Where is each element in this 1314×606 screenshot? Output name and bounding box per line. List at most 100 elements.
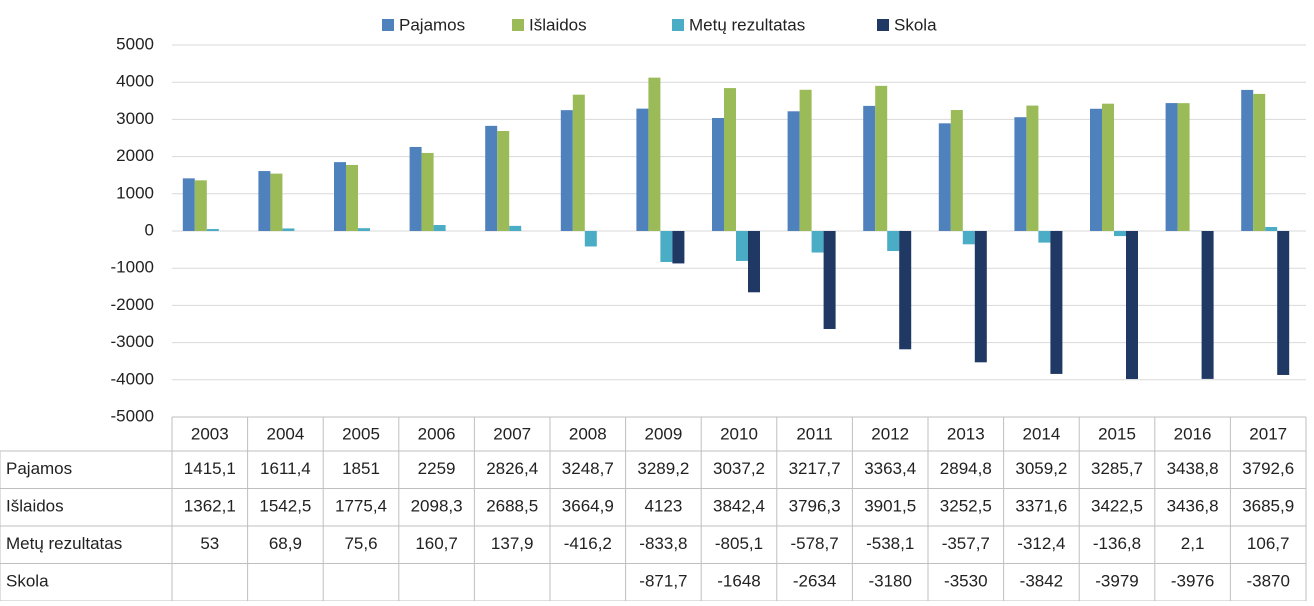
bar (1178, 103, 1190, 231)
bar (748, 231, 760, 292)
table-value: 2098,3 (411, 497, 463, 516)
legend-swatch (877, 19, 889, 31)
table-value: 1542,5 (259, 497, 311, 516)
x-tick-label: 2012 (871, 424, 909, 443)
table-value: 3248,7 (562, 459, 614, 478)
table-value: -538,1 (866, 534, 914, 553)
table-row-label: Metų rezultatas (6, 534, 122, 553)
table-value: 2826,4 (486, 459, 538, 478)
table-value: 3363,4 (864, 459, 916, 478)
bar (282, 228, 294, 231)
bar (1014, 117, 1026, 231)
table-value: 137,9 (491, 534, 534, 553)
table-value: 68,9 (269, 534, 302, 553)
y-tick-label: 4000 (116, 72, 154, 91)
bar (183, 178, 195, 231)
bar (951, 110, 963, 231)
table-value: -357,7 (942, 534, 990, 553)
x-tick-label: 2010 (720, 424, 758, 443)
bar (509, 226, 521, 231)
table-value: 3422,5 (1091, 497, 1143, 516)
table-value: -416,2 (564, 534, 612, 553)
table-value: 1611,4 (260, 459, 311, 478)
bar (270, 174, 282, 231)
bar (585, 231, 597, 246)
x-tick-label: 2007 (493, 424, 531, 443)
bar (485, 126, 497, 231)
bar (812, 231, 824, 253)
bar (724, 88, 736, 231)
bar (1253, 94, 1265, 231)
bar (672, 231, 684, 263)
x-tick-label: 2009 (644, 424, 682, 443)
bar (1265, 227, 1277, 231)
x-tick-label: 2017 (1249, 424, 1287, 443)
bar (561, 110, 573, 231)
table-value: 3059,2 (1015, 459, 1067, 478)
y-tick-label: -4000 (111, 369, 154, 388)
table-value: 2688,5 (486, 497, 538, 516)
table-value: 160,7 (415, 534, 458, 553)
bar (975, 231, 987, 362)
bar (875, 86, 887, 231)
legend-swatch (672, 19, 684, 31)
x-tick-label: 2008 (569, 424, 607, 443)
x-tick-label: 2003 (191, 424, 229, 443)
table-value: -312,4 (1017, 534, 1065, 553)
table-value: 3037,2 (713, 459, 765, 478)
table-value: -833,8 (639, 534, 687, 553)
table-value: 2894,8 (940, 459, 992, 478)
table-value: 3285,7 (1091, 459, 1143, 478)
table-value: 2259 (418, 459, 456, 478)
bar (1241, 90, 1253, 231)
table-value: -3842 (1020, 572, 1063, 591)
bar (788, 111, 800, 231)
bar (800, 90, 812, 231)
table-value: 3664,9 (562, 497, 614, 516)
bar (334, 162, 346, 231)
x-tick-label: 2016 (1174, 424, 1212, 443)
table-value: -578,7 (790, 534, 838, 553)
table-value: -1648 (717, 572, 760, 591)
table-value: 53 (200, 534, 219, 553)
table-row-label: Išlaidos (6, 497, 64, 516)
bar (712, 118, 724, 231)
table-value: 1362,1 (184, 497, 236, 516)
table-value: 3901,5 (864, 497, 916, 516)
bar (1102, 104, 1114, 231)
table-value: 3796,3 (789, 497, 841, 516)
bar (258, 171, 270, 231)
bar (195, 180, 207, 231)
bar (636, 109, 648, 231)
table-value: -136,8 (1093, 534, 1141, 553)
y-tick-label: 0 (145, 220, 154, 239)
table-value: 1415,1 (184, 459, 236, 478)
bar (939, 123, 951, 231)
table-value: 3685,9 (1242, 497, 1294, 516)
table-row-label: Pajamos (6, 459, 72, 478)
bar (1026, 106, 1038, 231)
table-value: 1775,4 (335, 497, 387, 516)
bar (963, 231, 975, 244)
x-tick-label: 2004 (266, 424, 304, 443)
bar (899, 231, 911, 349)
bar (824, 231, 836, 329)
table-value: 3252,5 (940, 497, 992, 516)
bar (863, 106, 875, 231)
table-value: -3976 (1171, 572, 1214, 591)
bar (1202, 231, 1214, 379)
x-tick-label: 2015 (1098, 424, 1136, 443)
legend-swatch (512, 19, 524, 31)
x-tick-label: 2014 (1022, 424, 1060, 443)
table-value: 1851 (342, 459, 380, 478)
table-value: 3792,6 (1242, 459, 1294, 478)
table-value: -3530 (944, 572, 987, 591)
x-tick-label: 2006 (418, 424, 456, 443)
legend-swatch (382, 19, 394, 31)
y-tick-label: 3000 (116, 109, 154, 128)
y-tick-label: 1000 (116, 183, 154, 202)
table-value: 3436,8 (1167, 497, 1219, 516)
table-value: 4123 (644, 497, 682, 516)
bar (346, 165, 358, 231)
